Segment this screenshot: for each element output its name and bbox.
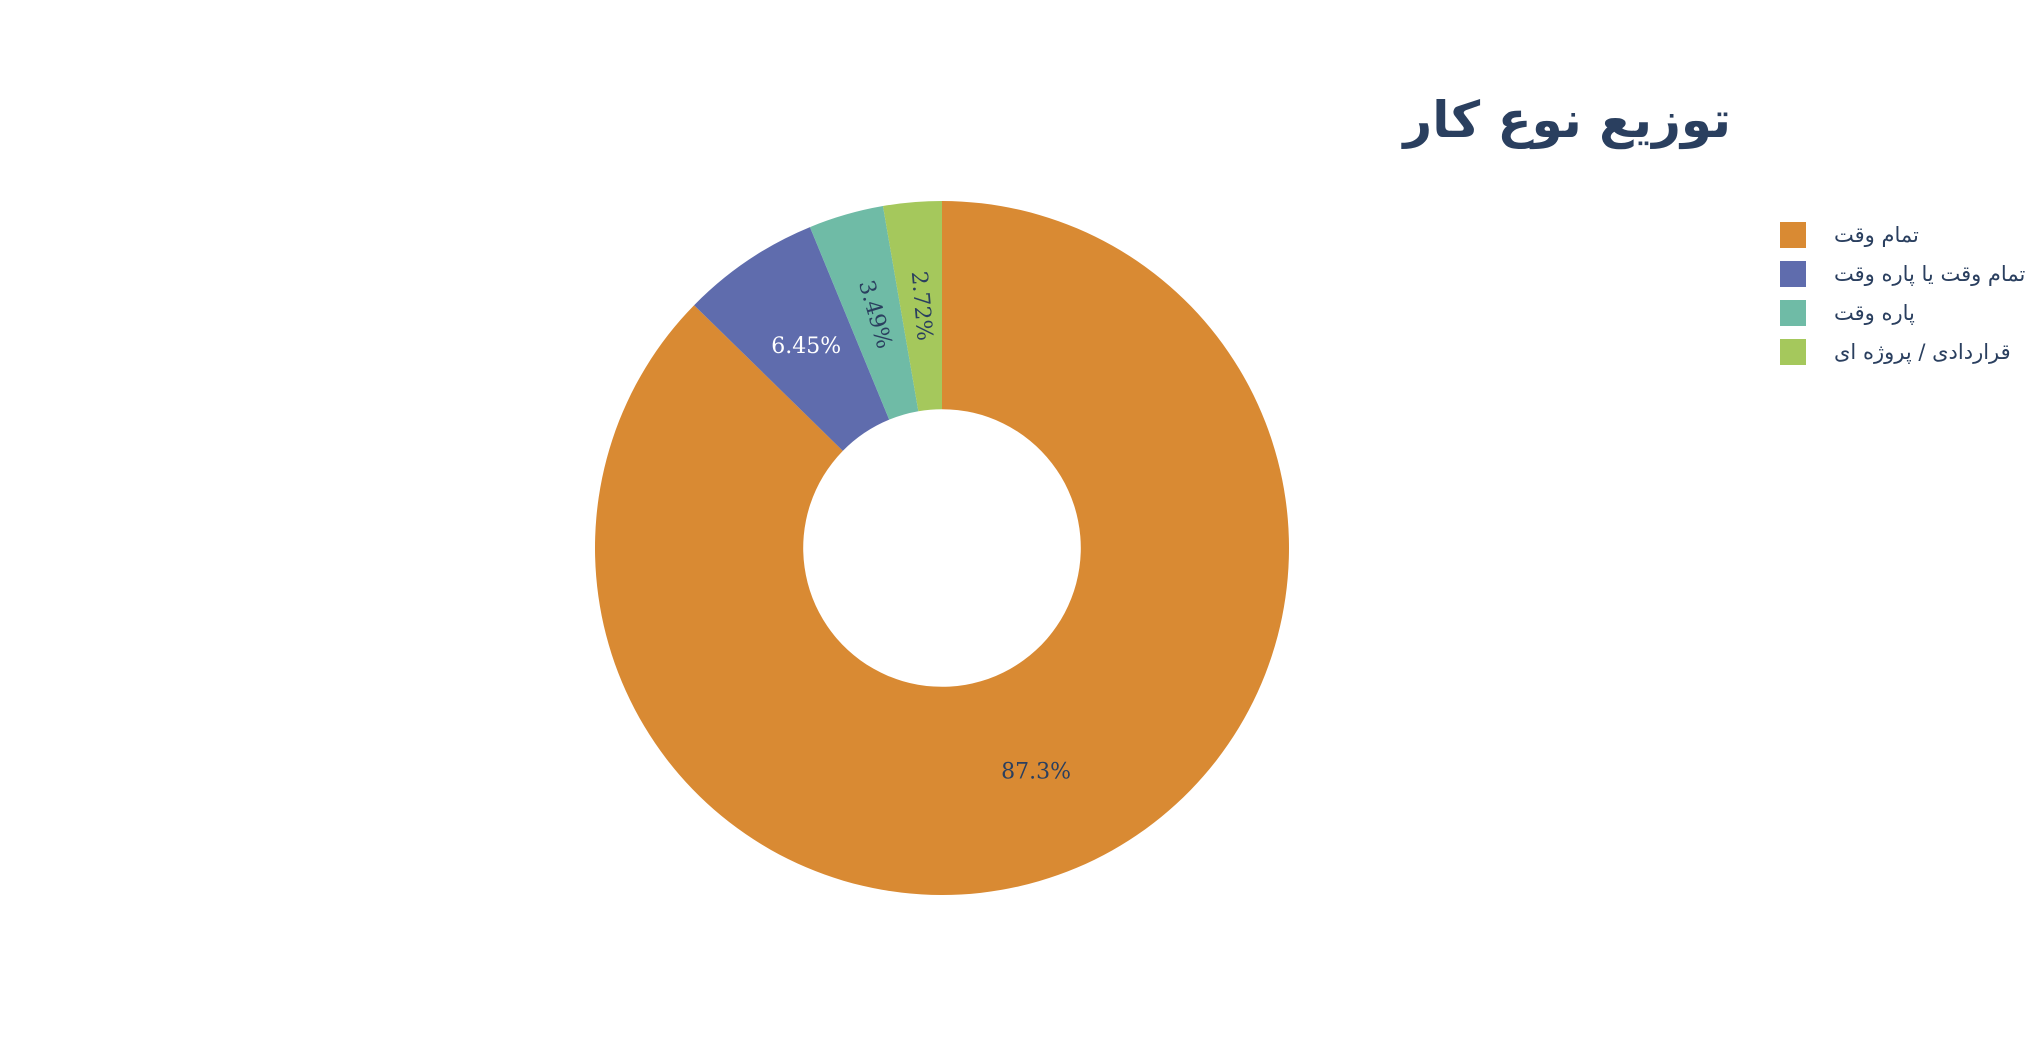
chart-title: توزیع نوع کار <box>1403 91 1731 149</box>
slice-value-label: 2.72% <box>906 270 937 342</box>
legend-label: تمام وقت <box>1834 222 1919 247</box>
legend-item[interactable]: تمام وقت یا پاره وقت <box>1780 254 2025 293</box>
legend-swatch-icon <box>1780 260 1806 287</box>
donut-slice[interactable] <box>595 201 1290 896</box>
slices-layer <box>595 201 1290 896</box>
legend: تمام وقت تمام وقت یا پاره وقت پاره وقت ق… <box>1780 215 2025 371</box>
slice-value-label: 87.3% <box>1001 759 1071 784</box>
legend-label: تمام وقت یا پاره وقت <box>1834 261 2026 286</box>
legend-label: قراردادی / پروژه ای <box>1834 339 2011 364</box>
donut-slice[interactable] <box>809 206 919 420</box>
legend-item[interactable]: تمام وقت <box>1780 215 2025 254</box>
legend-swatch-icon <box>1780 299 1806 326</box>
legend-swatch-icon <box>1780 338 1806 365</box>
donut-slice[interactable] <box>882 201 942 412</box>
legend-item[interactable]: قراردادی / پروژه ای <box>1780 332 2025 371</box>
slice-labels-layer: 87.3%6.45% 3.49% 2.72% <box>771 270 1071 784</box>
slice-value-label: 6.45% <box>771 334 841 359</box>
legend-label: پاره وقت <box>1834 300 1915 325</box>
donut-slice[interactable] <box>694 227 890 451</box>
legend-swatch-icon <box>1780 221 1806 248</box>
legend-item[interactable]: پاره وقت <box>1780 293 2025 332</box>
